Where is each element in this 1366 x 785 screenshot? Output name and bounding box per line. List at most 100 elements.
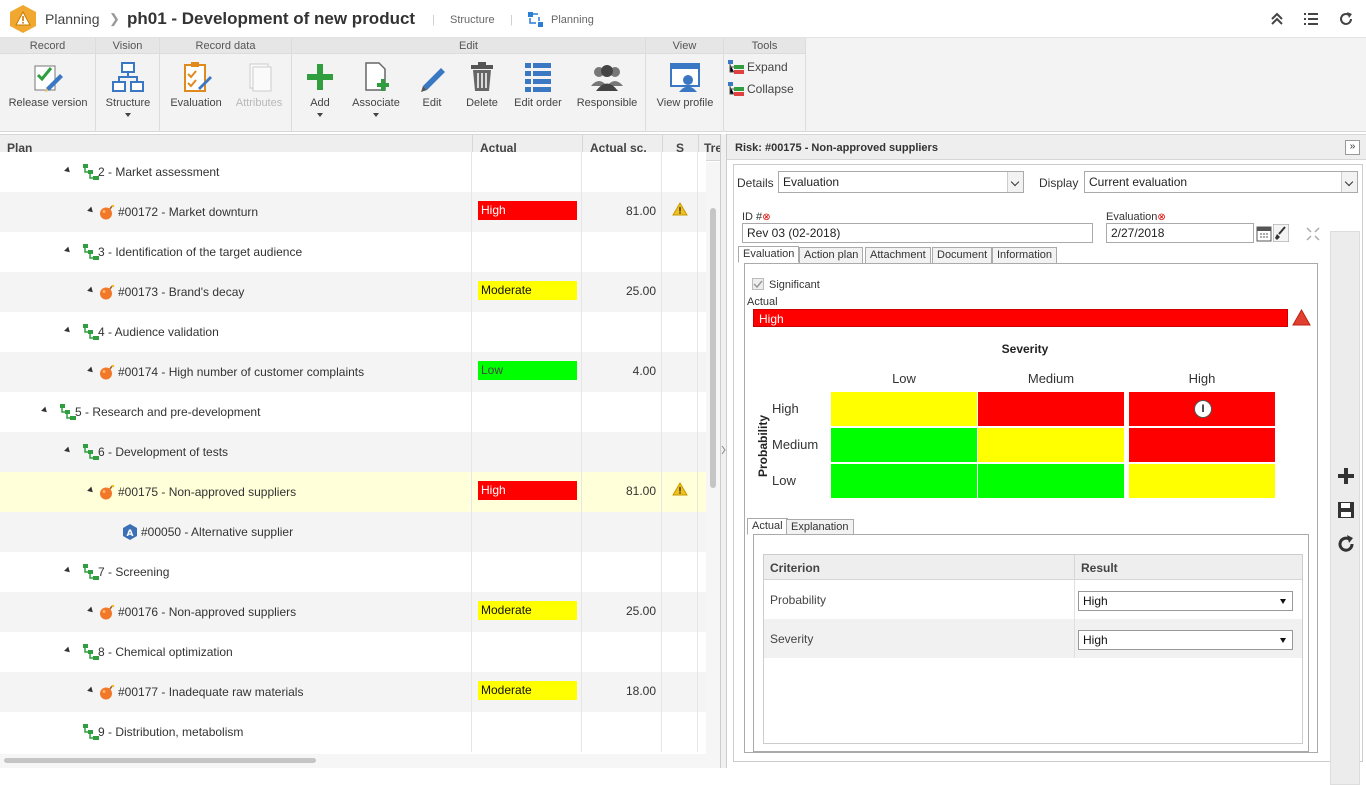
tab-document[interactable]: Document bbox=[932, 247, 993, 264]
row-label[interactable]: 5 - Research and pre-development bbox=[75, 405, 261, 419]
tab-attachment[interactable]: Attachment bbox=[865, 247, 931, 264]
refresh-icon[interactable] bbox=[1336, 534, 1356, 554]
responsible-button[interactable]: Responsible bbox=[576, 60, 638, 109]
edit-button[interactable]: Edit bbox=[414, 60, 450, 109]
tree-expander-icon[interactable] bbox=[64, 646, 72, 655]
result-select[interactable]: High bbox=[1078, 591, 1293, 611]
table-row[interactable]: 6 - Development of tests bbox=[0, 432, 706, 472]
release-version-button[interactable]: Release version bbox=[7, 60, 89, 109]
attributes-button[interactable]: Attributes bbox=[234, 60, 284, 109]
table-row[interactable]: #00176 - Non-approved suppliers Moderate 2… bbox=[0, 592, 706, 632]
column-header-s[interactable]: S bbox=[663, 135, 699, 161]
row-label[interactable]: 3 - Identification of the target audienc… bbox=[98, 245, 303, 259]
tree-expander-icon[interactable] bbox=[64, 326, 72, 335]
chevron-down-icon[interactable] bbox=[1341, 172, 1357, 192]
matrix-cell[interactable]: I bbox=[1129, 392, 1275, 426]
result-select[interactable]: High bbox=[1078, 630, 1293, 650]
collapse-panel-icon[interactable]: » bbox=[1345, 140, 1360, 155]
significant-checkbox[interactable] bbox=[752, 278, 764, 290]
row-label[interactable]: 2 - Market assessment bbox=[98, 165, 220, 179]
table-row[interactable]: 4 - Audience validation bbox=[0, 312, 706, 352]
row-label[interactable]: 9 - Distribution, metabolism bbox=[98, 725, 244, 739]
row-label[interactable]: #00050 - Alternative supplier bbox=[141, 525, 294, 539]
planning-link[interactable]: Planning bbox=[551, 14, 594, 26]
clear-date-brush-icon[interactable] bbox=[1273, 224, 1289, 242]
table-row[interactable]: 8 - Chemical optimization bbox=[0, 632, 706, 672]
matrix-cell[interactable] bbox=[978, 428, 1124, 462]
dropdown-caret-icon[interactable] bbox=[317, 113, 323, 117]
calendar-icon[interactable] bbox=[1256, 224, 1272, 242]
table-row[interactable]: 2 - Market assessment bbox=[0, 152, 706, 192]
view-profile-button[interactable]: View profile bbox=[654, 60, 716, 109]
table-row[interactable]: 9 - Distribution, metabolism bbox=[0, 712, 706, 752]
structure-link[interactable]: Structure bbox=[450, 14, 495, 26]
table-row[interactable]: #00177 - Inadequate raw materials Moderat… bbox=[0, 672, 706, 712]
matrix-cell[interactable] bbox=[1129, 428, 1275, 462]
vertical-scrollbar[interactable] bbox=[706, 162, 720, 768]
chevron-down-icon[interactable] bbox=[1007, 172, 1023, 192]
tree-expander-icon[interactable] bbox=[87, 606, 95, 615]
table-row[interactable]: 7 - Screening bbox=[0, 552, 706, 592]
tree-expander-icon[interactable] bbox=[41, 406, 49, 415]
matrix-cell[interactable] bbox=[978, 464, 1124, 498]
matrix-cell[interactable] bbox=[831, 464, 977, 498]
matrix-cell[interactable] bbox=[978, 392, 1124, 426]
dropdown-caret-icon[interactable] bbox=[373, 113, 379, 117]
matrix-cell[interactable] bbox=[1129, 464, 1275, 498]
row-label[interactable]: #00172 - Market downturn bbox=[118, 205, 259, 219]
expand-button[interactable]: Expand bbox=[728, 60, 788, 74]
collapse-button[interactable]: Collapse bbox=[728, 82, 794, 96]
row-label[interactable]: 8 - Chemical optimization bbox=[98, 645, 233, 659]
breadcrumb-app[interactable]: Planning bbox=[45, 11, 100, 27]
collapse-arrows-icon[interactable] bbox=[1306, 227, 1320, 241]
id-input[interactable]: Rev 03 (02-2018) bbox=[742, 223, 1093, 243]
collapse-up-icon[interactable] bbox=[1268, 10, 1286, 28]
row-label[interactable]: 4 - Audience validation bbox=[98, 325, 219, 339]
splitter-arrow-icon[interactable] bbox=[721, 444, 726, 456]
save-floppy-icon[interactable] bbox=[1336, 500, 1356, 520]
column-header-actual-score[interactable]: Actual sc. bbox=[583, 135, 663, 161]
scroll-thumb[interactable] bbox=[4, 758, 316, 763]
horizontal-scrollbar[interactable] bbox=[0, 754, 706, 768]
table-row[interactable]: #00172 - Market downturn High 81.00 bbox=[0, 192, 706, 232]
add-button[interactable]: Add bbox=[300, 60, 340, 117]
tree-expander-icon[interactable] bbox=[87, 366, 95, 375]
tree-expander-icon[interactable] bbox=[87, 486, 95, 495]
tab-actual[interactable]: Actual bbox=[747, 518, 788, 535]
column-header-actual[interactable]: Actual bbox=[473, 135, 583, 161]
table-row[interactable]: #00175 - Non-approved suppliers High 81.00 bbox=[0, 472, 706, 512]
row-label[interactable]: 6 - Development of tests bbox=[98, 445, 229, 459]
associate-button[interactable]: Associate bbox=[350, 60, 402, 117]
row-label[interactable]: #00173 - Brand's decay bbox=[118, 285, 245, 299]
column-header-trend[interactable]: Tre bbox=[704, 141, 721, 155]
display-select[interactable]: Current evaluation bbox=[1084, 171, 1358, 193]
row-label[interactable]: #00177 - Inadequate raw materials bbox=[118, 685, 304, 699]
tree-expander-icon[interactable] bbox=[64, 566, 72, 575]
tab-information[interactable]: Information bbox=[992, 247, 1058, 264]
row-label[interactable]: 7 - Screening bbox=[98, 565, 170, 579]
panel-splitter[interactable] bbox=[721, 134, 726, 768]
tree-expander-icon[interactable] bbox=[87, 286, 95, 295]
matrix-cell[interactable] bbox=[831, 392, 977, 426]
add-plus-icon[interactable] bbox=[1336, 466, 1356, 486]
row-label[interactable]: #00176 - Non-approved suppliers bbox=[118, 605, 297, 619]
details-select[interactable]: Evaluation bbox=[778, 171, 1024, 193]
table-row[interactable]: #00174 - High number of customer complai… bbox=[0, 352, 706, 392]
table-row[interactable]: 3 - Identification of the target audienc… bbox=[0, 232, 706, 272]
refresh-icon[interactable] bbox=[1337, 10, 1355, 28]
table-row[interactable]: #00173 - Brand's decay Moderate 25.00 bbox=[0, 272, 706, 312]
structure-button[interactable]: Structure bbox=[104, 60, 152, 117]
edit-order-button[interactable]: Edit order bbox=[512, 60, 564, 109]
dropdown-caret-icon[interactable] bbox=[125, 113, 131, 117]
tree-expander-icon[interactable] bbox=[87, 686, 95, 695]
tab-action-plan[interactable]: Action plan bbox=[799, 247, 864, 264]
planning-link-icon[interactable] bbox=[527, 11, 544, 28]
column-header-plan[interactable]: Plan bbox=[0, 135, 473, 161]
tree-expander-icon[interactable] bbox=[87, 206, 95, 215]
scroll-thumb[interactable] bbox=[710, 208, 716, 488]
evaluation-date-input[interactable]: 2/27/2018 bbox=[1106, 223, 1254, 243]
matrix-cell[interactable] bbox=[831, 428, 977, 462]
table-row[interactable]: A #00050 - Alternative supplier bbox=[0, 512, 706, 552]
delete-button[interactable]: Delete bbox=[462, 60, 502, 109]
tree-expander-icon[interactable] bbox=[64, 166, 72, 175]
